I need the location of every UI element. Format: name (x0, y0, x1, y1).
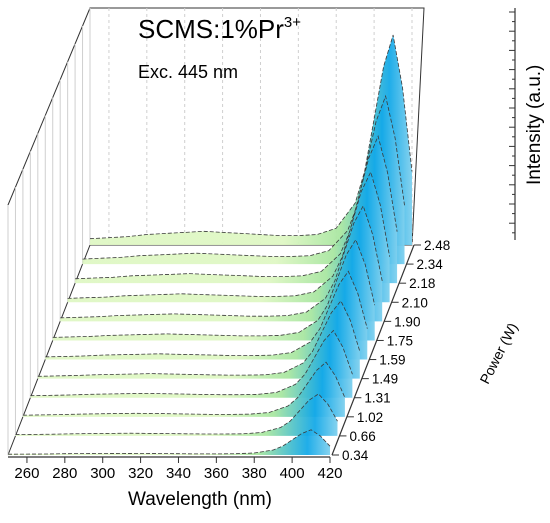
chart-title: SCMS:1%Pr3+ (138, 14, 302, 44)
series-line (37, 300, 361, 377)
x-tick-label: 320 (128, 465, 153, 482)
y-tick-label: 1.49 (372, 372, 398, 387)
x-tick-label: 340 (166, 465, 191, 482)
series-line (52, 238, 376, 338)
y-tick-label: 1.31 (364, 391, 390, 406)
x-tick-label: 300 (90, 465, 115, 482)
series-line (45, 270, 368, 358)
y-tick-label: 2.48 (424, 238, 450, 253)
series-line (30, 329, 353, 397)
series-fill (8, 429, 330, 455)
y-tick-label: 1.90 (394, 314, 420, 329)
series-line (75, 134, 398, 280)
y-tick-label: 2.18 (409, 276, 435, 291)
x-tick-label: 260 (14, 465, 39, 482)
series-line (60, 204, 383, 319)
y-tick-label: 2.34 (417, 257, 444, 272)
chart-subtitle: Exc. 445 nm (138, 62, 239, 82)
series-line (82, 94, 405, 260)
x-tick-label: 280 (52, 465, 77, 482)
y-axis-label: Power (W) (476, 320, 520, 386)
series-line (15, 393, 338, 435)
series-line (67, 170, 390, 299)
series-line (89, 34, 413, 240)
y-tick-label: 0.66 (349, 429, 375, 444)
x-tick-label: 360 (204, 465, 229, 482)
y-tick-label: 2.10 (402, 295, 428, 310)
x-tick-label: 420 (317, 465, 342, 482)
series-line (22, 361, 346, 416)
y-axis-line (331, 244, 415, 456)
x-tick-label: 400 (280, 465, 305, 482)
z-axis-label: Intensity (a.u.) (524, 65, 545, 185)
y-tick-label: 1.59 (379, 353, 405, 368)
x-tick-label: 380 (242, 465, 267, 482)
x-axis-label: Wavelength (nm) (128, 489, 272, 510)
y-tick-label: 1.02 (357, 410, 383, 425)
series-line (7, 429, 331, 455)
side-wall (7, 7, 91, 456)
y-tick-label: 1.75 (387, 333, 413, 348)
y-tick-label: 0.34 (342, 448, 369, 463)
